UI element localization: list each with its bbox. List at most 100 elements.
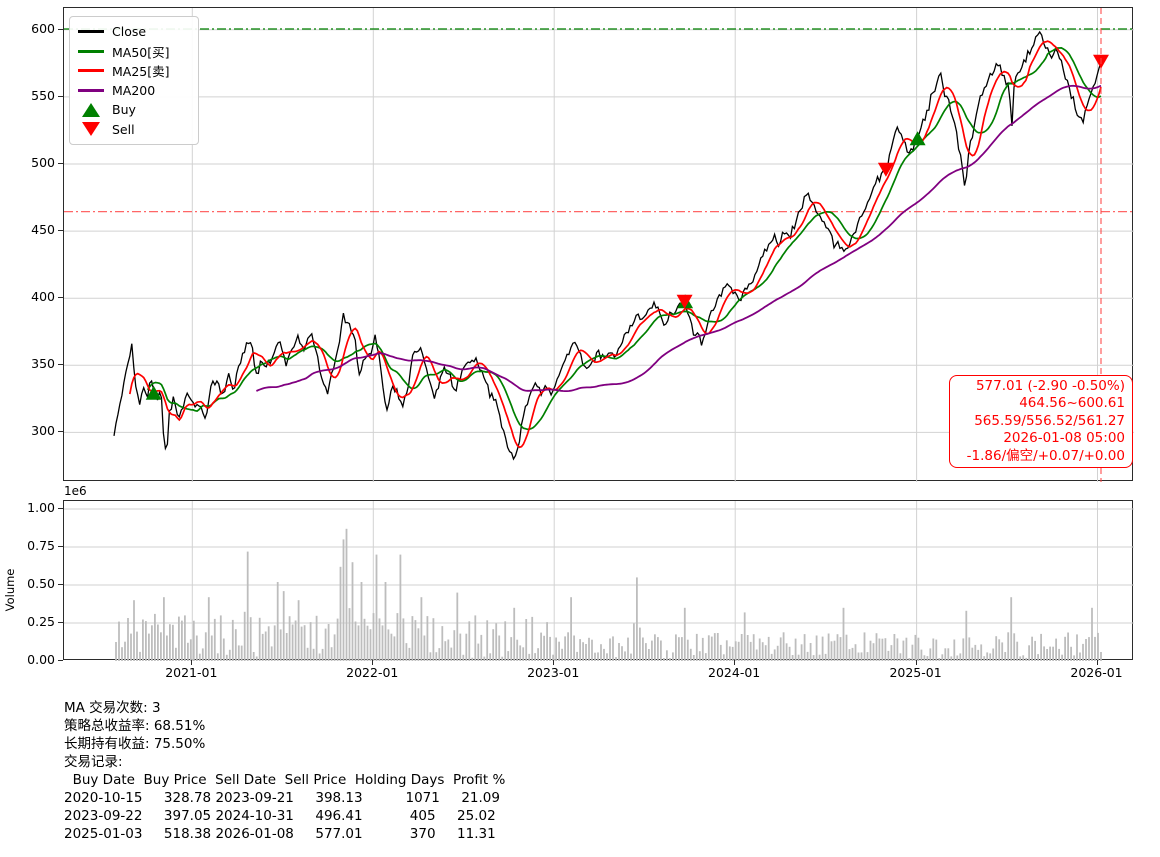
volume-bar	[222, 638, 225, 661]
volume-bar	[1052, 646, 1054, 661]
volume-bar	[1073, 655, 1075, 661]
volume-bar	[519, 645, 522, 661]
volume-bar	[312, 648, 315, 661]
volume-bar	[953, 639, 956, 661]
volume-bar	[1061, 654, 1063, 661]
volume-bar	[399, 554, 402, 661]
trade-table-row: 2020-10-15 328.78 2023-09-21 398.13 1071…	[64, 790, 500, 806]
volume-bar	[258, 617, 261, 661]
ma200-line	[256, 84, 1102, 392]
volume-bar	[423, 635, 426, 661]
volume-bar	[1058, 648, 1060, 661]
volume-bar	[154, 613, 156, 661]
volume-bar	[276, 582, 279, 661]
volume-bar	[486, 620, 489, 661]
volume-bar	[707, 635, 710, 661]
volume-bar	[603, 648, 605, 661]
volume-bar	[627, 637, 629, 661]
volume-bar	[136, 631, 138, 661]
volume-bar	[663, 658, 665, 661]
volume-bar	[1004, 652, 1007, 661]
volume-bar	[1037, 654, 1039, 661]
volume-bar	[408, 647, 411, 661]
volume-bar	[734, 641, 737, 661]
volume-bar	[615, 657, 617, 661]
x-tick-mark	[1096, 660, 1098, 665]
volume-bar	[267, 626, 270, 661]
volume-bar	[318, 653, 321, 661]
hold-return-line: 长期持有收益: 75.50%	[64, 736, 206, 752]
volume-bar	[474, 615, 477, 661]
volume-bar	[830, 641, 833, 661]
volume-bar	[929, 648, 932, 661]
volume-bar	[160, 632, 162, 661]
volume-bar	[812, 655, 815, 661]
volume-bar	[216, 653, 219, 661]
volume-tick-mark	[58, 546, 63, 547]
volume-bar	[1097, 632, 1099, 661]
volume-bar	[1046, 649, 1048, 661]
volume-bar	[1049, 646, 1051, 661]
legend-label: Sell	[112, 121, 135, 137]
volume-bar	[561, 648, 563, 661]
volume-bar	[453, 630, 456, 661]
volume-bar	[947, 648, 950, 661]
x-tick-mark	[734, 660, 736, 665]
volume-bar	[920, 649, 923, 661]
price-tick-mark	[58, 95, 63, 97]
volume-bar	[683, 607, 686, 661]
volume-bar	[543, 635, 545, 661]
price-tick-label: 300	[31, 423, 55, 439]
volume-bar	[414, 620, 417, 661]
volume-tick-label: 0.00	[27, 652, 55, 667]
volume-bar	[851, 647, 854, 661]
volume-bar	[552, 654, 554, 661]
volume-bar	[351, 562, 354, 661]
volume-bar	[441, 626, 444, 661]
volume-bar	[896, 638, 899, 661]
sell-marker	[676, 294, 693, 309]
volume-bar	[998, 639, 1001, 661]
volume-bar	[743, 612, 746, 661]
volume-bar	[333, 634, 336, 661]
volume-bar	[935, 639, 938, 661]
ma25-line-swatch	[78, 69, 104, 73]
volume-bar	[447, 639, 450, 661]
volume-bar	[402, 618, 405, 661]
volume-bar	[169, 624, 171, 661]
volume-bar	[815, 635, 818, 661]
volume-bar	[740, 634, 743, 661]
volume-bar	[360, 582, 363, 661]
volume-bar	[528, 653, 531, 661]
volume-bar	[291, 624, 294, 661]
volume-bar	[384, 582, 387, 661]
strategy-return-line: 策略总收益率: 68.51%	[64, 718, 206, 734]
volume-bar	[1034, 640, 1036, 661]
volume-bar	[752, 634, 755, 661]
volume-bar	[842, 607, 845, 661]
annotation-datetime: 2026-01-08 05:00	[1003, 430, 1125, 447]
volume-bar	[130, 633, 132, 661]
volume-bar	[133, 600, 135, 661]
volume-bar	[522, 647, 525, 661]
volume-tick-label: 0.75	[27, 538, 55, 553]
volume-bar	[1013, 633, 1016, 661]
volume-bar	[839, 637, 842, 661]
volume-bar	[465, 633, 468, 661]
volume-bar	[675, 634, 677, 661]
volume-bar	[980, 644, 983, 661]
x-tick-mark	[191, 660, 193, 665]
volume-bar	[836, 634, 839, 661]
volume-bar	[758, 638, 761, 661]
legend: Close MA50[买] MA25[卖] MA200 Buy Sell	[69, 16, 199, 145]
volume-bar	[411, 616, 414, 661]
legend-label: Buy	[112, 102, 136, 118]
volume-bar	[124, 641, 126, 661]
buy-marker	[145, 385, 162, 400]
volume-bar	[483, 656, 486, 661]
volume-bar	[749, 641, 752, 661]
annotation-ma-values: 565.59/556.52/561.27	[974, 412, 1125, 429]
volume-bar	[450, 647, 453, 661]
volume-bar	[965, 610, 968, 661]
x-tick-label: 2025-01	[889, 665, 942, 680]
